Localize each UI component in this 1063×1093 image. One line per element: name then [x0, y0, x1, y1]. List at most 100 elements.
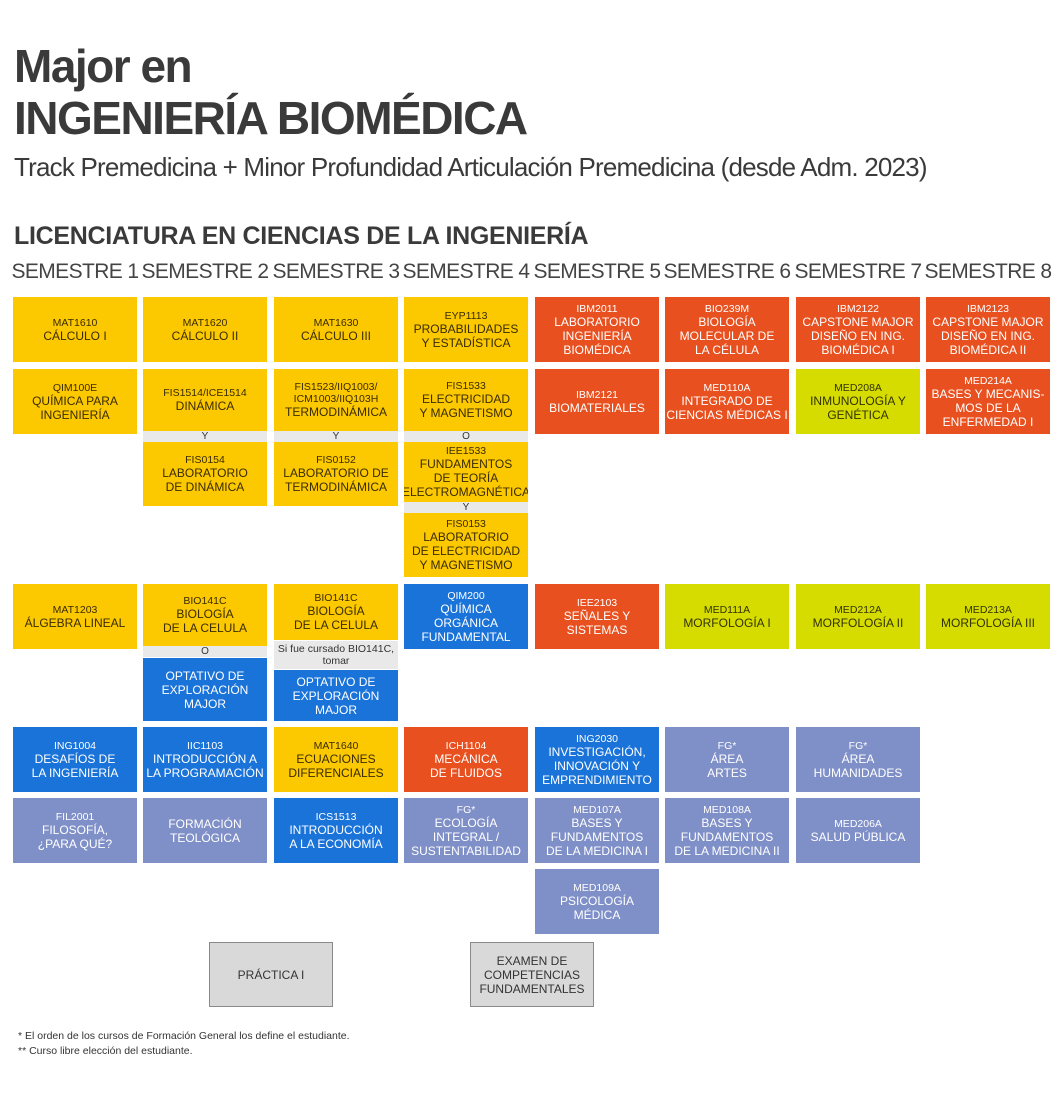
course-box: MED212A MORFOLOGÍA II	[796, 584, 920, 649]
course-name: OPTATIVO DE EXPLORACIÓN MAJOR	[161, 668, 249, 711]
course-name: LABORATORIO DE ELECTRICIDAD Y MAGNETISMO	[411, 530, 521, 572]
course-box: FIL2001 FILOSOFÍA, ¿PARA QUÉ?	[13, 798, 137, 863]
course-code: QIM200	[447, 589, 485, 602]
course-box: MED111A MORFOLOGÍA I	[665, 584, 789, 649]
title-line-2: INGENIERÍA BIOMÉDICA	[14, 92, 528, 144]
course-code: IBM2122	[836, 302, 880, 315]
course-box: FG* ÁREA HUMANIDADES	[796, 727, 920, 792]
footnote-2: ** Curso libre elección del estudiante.	[18, 1045, 193, 1057]
semester-header-8: SEMESTRE 8	[924, 260, 1052, 283]
course-box: IIC1103 INTRODUCCIÓN A LA PROGRAMACIÓN	[143, 727, 267, 792]
course-code: IEE2103	[576, 596, 618, 609]
course-code: IBM2123	[966, 302, 1010, 315]
course-box: ICS1513 INTRODUCCIÓN A LA ECONOMÍA	[274, 798, 398, 863]
course-box: FG* ÁREA ARTES	[665, 727, 789, 792]
course-name: FUNDAMENTOS DE TEORÍA ELECTROMAGNÉTICA	[404, 457, 528, 499]
subtitle: Track Premedicina + Minor Profundidad Ar…	[14, 152, 928, 182]
course-box: BIO239M BIOLOGÍA MOLECULAR DE LA CÉLULA	[665, 297, 789, 362]
course-name: BIOLOGÍA DE LA CELULA	[293, 604, 379, 632]
course-box: FIS0153 LABORATORIO DE ELECTRICIDAD Y MAG…	[404, 513, 528, 577]
connector-label: Y	[274, 431, 398, 442]
course-name: ELECTRICIDAD Y MAGNETISMO	[419, 392, 513, 420]
semester-header-3: SEMESTRE 3	[272, 260, 400, 283]
course-name: INVESTIGACIÓN, INNOVACIÓN Y EMPRENDIMIEN…	[542, 744, 652, 787]
course-box: PRÁCTICA I	[209, 942, 333, 1007]
course-name: INTRODUCCIÓN A LA PROGRAMACIÓN	[146, 751, 264, 780]
course-name: FORMACIÓN TEOLÓGICA	[168, 816, 242, 845]
course-name: SEÑALES Y SISTEMAS	[563, 608, 631, 637]
course-code: MED107A	[573, 803, 621, 816]
course-code: BIO239M	[704, 302, 750, 315]
course-box: FIS1533 ELECTRICIDAD Y MAGNETISMO	[404, 369, 528, 431]
course-name: OPTATIVO DE EXPLORACIÓN MAJOR	[292, 674, 380, 717]
course-name: CÁLCULO II	[171, 328, 239, 343]
course-name: BASES Y FUNDAMENTOS DE LA MEDICINA II	[674, 815, 780, 858]
course-name: ECOLOGÍA INTEGRAL / SUSTENTABILIDAD	[411, 815, 521, 858]
course-name: ÁREA ARTES	[707, 751, 747, 780]
course-box: MAT1620 CÁLCULO II	[143, 297, 267, 362]
course-code: IBM2121	[575, 388, 619, 401]
course-name: INTEGRADO DE CIENCIAS MÉDICAS I	[666, 393, 788, 422]
course-code: IIC1103	[187, 739, 223, 752]
course-name: INTRODUCCIÓN A LA ECONOMÍA	[289, 822, 383, 851]
semester-header-5: SEMESTRE 5	[533, 260, 661, 283]
course-name: BASES Y FUNDAMENTOS DE LA MEDICINA I	[545, 815, 649, 858]
connector-label: Y	[143, 431, 267, 442]
course-code: MAT1610	[52, 316, 98, 329]
course-box: BIO141C BIOLOGÍA DE LA CELULA	[274, 584, 398, 640]
course-box: FIS0154 LABORATORIO DE DINÁMICA	[143, 442, 267, 506]
course-box: IBM2121 BIOMATERIALES	[535, 369, 659, 434]
course-box: MAT1610 CÁLCULO I	[13, 297, 137, 362]
connector-label: Y	[404, 502, 528, 513]
course-code: MED110A	[703, 381, 751, 394]
course-box: EYP1113 PROBABILIDADES Y ESTADÍSTICA	[404, 297, 528, 362]
course-code: QIM100E	[52, 381, 98, 394]
course-code: ICH1104	[445, 739, 487, 752]
course-box: MED108A BASES Y FUNDAMENTOS DE LA MEDICIN…	[665, 798, 789, 863]
course-code: FG*	[456, 803, 476, 816]
course-name: CAPSTONE MAJOR DISEÑO EN ING. BIOMÉDICA …	[932, 314, 1044, 357]
course-box: FIS1523/IIQ1003/ ICM1003/IIQ103H TERMODIN…	[274, 369, 398, 431]
course-box: IBM2122 CAPSTONE MAJOR DISEÑO EN ING. BIO…	[796, 297, 920, 362]
course-code: MED109A	[573, 881, 621, 894]
connector-label: O	[404, 431, 528, 442]
course-code: FIS0152	[316, 454, 356, 466]
course-box: MED208A INMUNOLOGÍA Y GENÉTICA	[796, 369, 920, 434]
course-code: ING1004	[53, 739, 97, 752]
course-code: MED214A	[964, 374, 1012, 387]
course-code: ICS1513	[315, 810, 357, 823]
course-code: FG*	[717, 739, 737, 752]
course-code: ING2030	[575, 732, 619, 745]
title-line-1: Major en	[14, 40, 193, 92]
course-code: IEE1533	[445, 445, 487, 457]
course-name: BASES Y MECANIS- MOS DE LA ENFERMEDAD I	[931, 386, 1045, 429]
course-code: MED208A	[834, 381, 882, 394]
course-box: BIO141C BIOLOGÍA DE LA CELULA	[143, 584, 267, 646]
course-code: MED111A	[703, 603, 751, 616]
semester-header-1: SEMESTRE 1	[11, 260, 139, 283]
course-code: MED213A	[964, 603, 1012, 616]
course-name: MORFOLOGÍA II	[812, 615, 904, 630]
course-name: PSICOLOGÍA MÉDICA	[559, 893, 635, 922]
footnote-1: * El orden de los cursos de Formación Ge…	[18, 1030, 350, 1042]
semester-header-4: SEMESTRE 4	[402, 260, 530, 283]
course-box: OPTATIVO DE EXPLORACIÓN MAJOR	[143, 658, 267, 721]
course-box: ING1004 DESAFÍOS DE LA INGENIERÍA	[13, 727, 137, 792]
course-box: ICH1104 MECÁNICA DE FLUIDOS	[404, 727, 528, 792]
connector-label: O	[143, 646, 267, 657]
course-name: DESAFÍOS DE LA INGENIERÍA	[31, 751, 119, 780]
course-name: BIOLOGÍA MOLECULAR DE LA CÉLULA	[679, 314, 775, 357]
course-code: BIO141C	[314, 592, 358, 604]
semester-header-7: SEMESTRE 7	[794, 260, 922, 283]
course-box: IEE2103 SEÑALES Y SISTEMAS	[535, 584, 659, 649]
semester-header-2: SEMESTRE 2	[141, 260, 269, 283]
course-name: BIOLOGÍA DE LA CELULA	[162, 607, 248, 635]
course-name: FILOSOFÍA, ¿PARA QUÉ?	[37, 822, 113, 851]
section-heading: LICENCIATURA EN CIENCIAS DE LA INGENIERÍ…	[14, 222, 589, 250]
semester-header-6: SEMESTRE 6	[663, 260, 791, 283]
course-name: EXAMEN DE COMPETENCIAS FUNDAMENTALES	[479, 953, 585, 996]
condition-note: Si fue cursado BIO141C, tomar	[274, 641, 398, 669]
course-name: TERMODINÁMICA	[285, 405, 387, 419]
course-code: MAT1640	[313, 739, 359, 752]
course-name: CAPSTONE MAJOR DISEÑO EN ING. BIOMÉDICA …	[802, 314, 914, 357]
